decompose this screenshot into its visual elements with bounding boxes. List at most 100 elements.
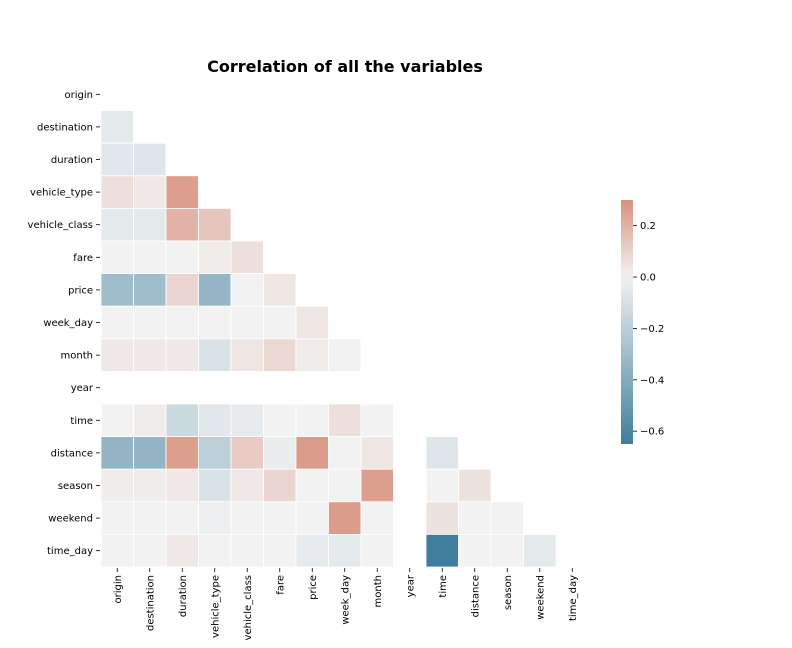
cell-weekend-vehicle_class	[230, 501, 264, 535]
colorbar: 0.2 0.0 −0.2 −0.4 −0.6	[621, 200, 664, 444]
cell-vehicle_type-destination	[133, 175, 167, 209]
cell-season-destination	[133, 468, 167, 503]
y-tick-label: month	[61, 351, 93, 362]
cell-weekend-fare	[263, 501, 297, 535]
cell-time-vehicle_type	[198, 403, 232, 437]
x-tick-label: month	[373, 575, 384, 607]
cell-time_day-duration	[165, 534, 199, 568]
x-tick-label: distance	[470, 575, 481, 617]
cell-price-vehicle_type	[198, 273, 232, 307]
cell-season-week_day	[328, 468, 362, 503]
cell-distance-duration	[165, 436, 199, 470]
cell-vehicle_class-vehicle_type	[198, 207, 232, 242]
x-tick-label: time	[438, 575, 449, 598]
cell-fare-duration	[165, 240, 199, 274]
cell-season-fare	[263, 468, 297, 503]
cell-time_day-week_day	[328, 534, 362, 568]
cell-weekend-price	[295, 501, 329, 535]
cell-weekend-destination	[133, 501, 167, 535]
cell-time_day-price	[295, 534, 329, 568]
cell-weekend-duration	[165, 501, 199, 535]
x-tick-labels: origin destination duration vehicle_type veh…	[113, 568, 579, 640]
cell-distance-fare	[263, 436, 297, 470]
cell-weekend-origin	[100, 501, 134, 535]
colorbar-gradient	[621, 200, 633, 444]
cell-time_day-destination	[133, 534, 167, 568]
cell-fare-destination	[133, 240, 167, 274]
cell-time-vehicle_class	[230, 403, 264, 437]
cell-month-origin	[100, 338, 134, 372]
y-tick-label: distance	[51, 448, 93, 459]
cell-season-vehicle_class	[230, 468, 264, 503]
cell-month-vehicle_type	[198, 338, 232, 372]
cell-month-fare	[263, 338, 297, 372]
y-tick-label: vehicle_type	[30, 188, 93, 199]
cell-vehicle_type-origin	[100, 175, 134, 209]
cell-price-vehicle_class	[230, 273, 264, 307]
y-tick-labels: origin destination duration vehicle_typeveh…	[28, 90, 100, 557]
cell-vehicle_type-duration	[165, 175, 199, 209]
x-tick-label: destination	[145, 575, 156, 631]
cell-distance-price	[295, 436, 329, 470]
x-tick-label: time_day	[568, 575, 579, 621]
colorbar-tick-label: −0.4	[640, 375, 664, 386]
cell-time-week_day	[328, 403, 362, 437]
cell-week_day-origin	[100, 305, 134, 340]
y-tick-label: vehicle_class	[28, 220, 93, 231]
cell-weekend-distance	[458, 501, 492, 535]
y-tick-label: price	[68, 285, 93, 296]
cell-time-duration	[165, 403, 199, 437]
cell-distance-month	[360, 436, 394, 470]
x-tick-label: season	[503, 575, 514, 610]
cell-season-price	[295, 468, 329, 503]
cell-season-time	[425, 468, 459, 503]
chart-title: Correlation of all the variables	[207, 57, 483, 76]
x-tick-label: duration	[178, 575, 189, 617]
cell-time_day-vehicle_type	[198, 534, 232, 568]
cell-month-week_day	[328, 338, 362, 372]
x-tick-label: fare	[275, 575, 286, 595]
y-tick-label: origin	[65, 90, 93, 101]
cell-month-destination	[133, 338, 167, 372]
cell-week_day-duration	[165, 305, 199, 340]
cell-week_day-vehicle_type	[198, 305, 232, 340]
cell-time_day-weekend	[523, 534, 557, 568]
cell-time_day-vehicle_class	[230, 534, 264, 568]
cell-vehicle_class-destination	[133, 207, 167, 242]
cell-time-month	[360, 403, 394, 437]
cell-price-destination	[133, 273, 167, 307]
y-tick-label: time	[70, 416, 93, 427]
colorbar-tick-label: 0.0	[640, 273, 656, 284]
cell-distance-week_day	[328, 436, 362, 470]
cell-season-vehicle_type	[198, 468, 232, 503]
cell-distance-vehicle_class	[230, 436, 264, 470]
y-tick-label: season	[58, 481, 93, 492]
cell-time-origin	[100, 403, 134, 437]
x-tick-label: week_day	[340, 575, 351, 625]
cell-weekend-week_day	[328, 501, 362, 535]
x-tick-label: vehicle_type	[210, 575, 221, 638]
cell-vehicle_class-duration	[165, 207, 199, 242]
x-tick-label: vehicle_class	[243, 575, 254, 640]
x-tick-label: weekend	[535, 575, 546, 620]
cell-season-distance	[458, 468, 492, 503]
cell-time_day-time	[425, 534, 459, 568]
cell-fare-vehicle_class	[230, 240, 264, 274]
cell-time-fare	[263, 403, 297, 437]
x-tick-label: origin	[113, 575, 124, 603]
cell-time-price	[295, 403, 329, 437]
cell-distance-origin	[100, 436, 134, 470]
cell-duration-destination	[133, 142, 167, 177]
cell-price-fare	[263, 273, 297, 307]
cell-price-origin	[100, 273, 134, 307]
cell-time-destination	[133, 403, 167, 437]
cell-duration-origin	[100, 142, 134, 177]
cell-season-origin	[100, 468, 134, 503]
cell-time_day-distance	[458, 534, 492, 568]
cell-time_day-origin	[100, 534, 134, 568]
cell-month-price	[295, 338, 329, 372]
cell-time_day-season	[490, 534, 524, 568]
cell-vehicle_class-origin	[100, 207, 134, 242]
cell-week_day-destination	[133, 305, 167, 340]
